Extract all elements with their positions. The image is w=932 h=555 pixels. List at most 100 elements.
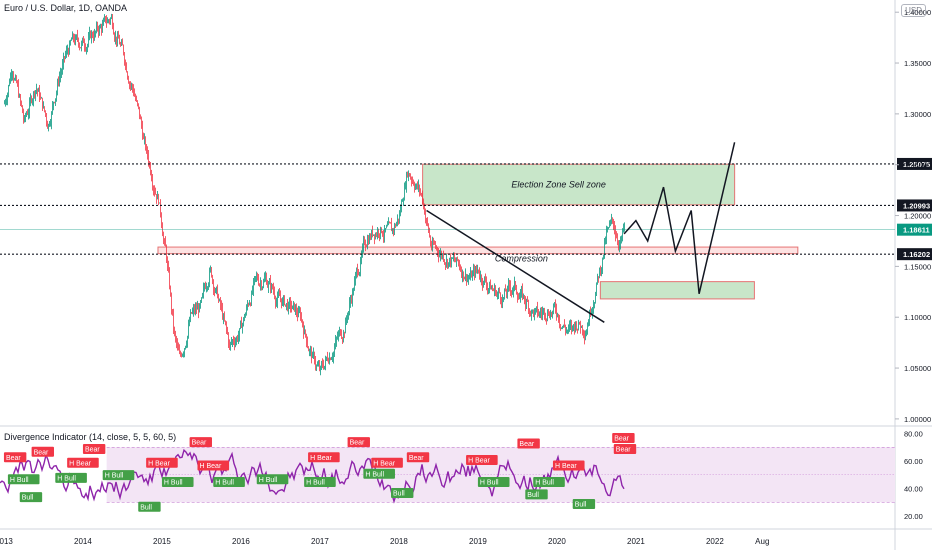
signal-label-bg [189,437,212,448]
y-tick-label: 1.15000 [904,262,931,271]
ind-y-tick-label: 40.00 [904,485,923,494]
ind-y-tick-label: 80.00 [904,430,923,439]
signal-label-bg [347,437,370,448]
price-label: 1.20993 [903,201,930,210]
price-lines: 1.25075 1.20993 1.18611 1.16202 [0,157,932,261]
x-tick-label: 2019 [469,537,487,546]
x-tick-label: 2017 [311,537,329,546]
signal-label-bg [572,499,596,509]
signal-label: Bear [409,455,424,462]
x-tick-label: 2015 [153,537,171,546]
signal-label-bg [55,472,87,483]
x-tick-label: 2018 [390,537,408,546]
x-tick-label: 2020 [548,537,566,546]
signal-label: H Bull [259,477,278,484]
signal-label: H Bear [69,460,91,467]
candles [4,13,625,376]
signal-label: H Bull [535,480,554,487]
signal-label: Bear [350,440,365,447]
signal-label: H Bull [105,473,124,480]
y-tick-label: 1.10000 [904,313,931,322]
y-tick-label: 1.35000 [904,59,931,68]
zone-rect [422,163,736,206]
signal-label: H Bull [10,477,29,484]
drawings: Compression [426,142,736,323]
signal-label: H Bear [310,455,332,462]
price-label: 1.25075 [903,160,930,169]
signal-label: Bull [575,502,587,509]
signal-label: H Bear [373,460,395,467]
x-tick-label: 2014 [74,537,92,546]
ind-y-tick-label: 60.00 [904,457,923,466]
signal-label-bg [308,452,340,463]
signal-label-bg [7,474,40,485]
y-tick-label: 1.00000 [904,415,931,424]
signal-label: H Bull [365,471,384,478]
signal-label: Bear [85,447,100,454]
signal-label-bg [161,477,194,487]
zones: Election Zone Sell zone [157,163,799,300]
currency-button[interactable]: USD [901,4,926,17]
signal-label: H Bull [164,480,183,487]
x-axis: 2013 2014 2015 2016 2017 2018 2019 2020 2021 2022… [0,537,769,546]
price-label-bg [897,223,932,236]
signal-label-bg [138,501,161,512]
signal-label: H Bear [468,458,490,465]
signal-label: H Bull [215,480,234,487]
x-tick-label: 2013 [0,537,13,546]
signal-label: Bull [527,492,539,499]
signal-label: Bear [614,436,629,443]
signal-label: H Bull [57,475,76,482]
x-tick-label: Aug [755,537,769,546]
price-label-bg [897,248,932,261]
signal-label-bg [552,460,585,471]
y-tick-label: 1.30000 [904,110,931,119]
signal-label: H Bull [480,480,499,487]
signal-label-bg [406,452,430,463]
signal-label-bg [391,488,414,498]
signal-label-bg [517,438,540,449]
signal-label-bg [197,460,230,471]
chart-title: Euro / U.S. Dollar, 1D, OANDA [4,3,128,13]
signal-label-bg [613,444,637,454]
y-tick-label: 1.05000 [904,364,931,373]
indicator-pane: 80.00 60.00 40.00 20.00 Bear H Bull Bull Bear H … [0,430,923,521]
signal-label: H Bear [148,460,170,467]
signal-label-bg [146,457,178,468]
ind-y-tick-label: 20.00 [904,512,923,521]
signal-label-bg [363,468,395,479]
y-tick-label: 1.20000 [904,212,931,221]
price-label: 1.16202 [903,250,930,259]
x-tick-label: 2021 [627,537,645,546]
price-label-bg [897,157,932,170]
signal-label-bg [612,433,635,443]
signal-label-bg [371,457,403,468]
signal-label: Bull [393,491,405,498]
projection-path [623,142,736,294]
signal-label-bg [102,470,135,481]
price-label: 1.18611 [903,226,930,235]
annotation-label: Compression [495,253,548,263]
signal-label: H Bear [199,463,221,470]
y-tick-label: 1.25000 [904,161,931,170]
signal-label: Bear [6,455,21,462]
zone-label: Election Zone Sell zone [511,180,606,190]
signal-label-bg [19,492,43,503]
y-tick-label: 1.40000 [904,8,931,17]
signal-label: Bull [22,495,34,502]
signal-label: H Bear [555,463,577,470]
signal-label: Bull [140,504,152,511]
signal-label-bg [256,474,289,485]
compression-trendline [426,209,605,323]
main-pane-bg [0,0,895,425]
signal-label-bg [533,477,565,487]
x-tick-label: 2022 [706,537,724,546]
y-axis: 1.40000 1.35000 1.30000 1.25000 1.20000 1.150… [895,8,931,424]
signal-label-bg [477,477,510,487]
zone-rect [599,281,755,300]
signal-label-bg [82,444,106,454]
signal-label-bg [466,455,498,465]
signal-label: Bear [34,449,49,456]
x-tick-label: 2016 [232,537,250,546]
